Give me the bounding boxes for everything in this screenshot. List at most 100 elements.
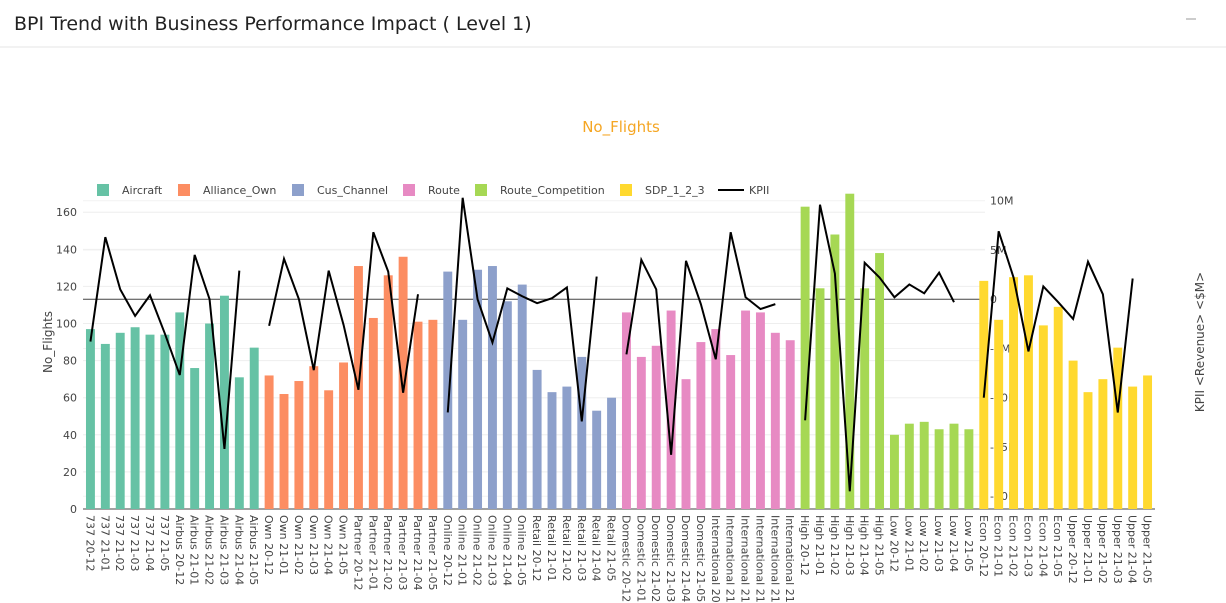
- bar: [800, 206, 810, 510]
- x-tick-label: International 20: [709, 515, 722, 603]
- bar: [696, 342, 706, 509]
- bar: [145, 334, 155, 509]
- x-tick-label: High 21-02: [828, 515, 841, 576]
- x-tick-label: High 20-12: [798, 515, 811, 576]
- x-tick-label: High 21-01: [813, 515, 826, 576]
- x-tick-label: Econ 21-02: [1007, 515, 1020, 577]
- bar: [845, 193, 855, 509]
- x-tick-label: Retail 21-02: [560, 515, 573, 582]
- x-tick-label: Partner 21-05: [426, 515, 439, 590]
- bar: [666, 310, 676, 509]
- chart-title: No_Flights: [582, 118, 660, 137]
- legend-swatch: [97, 184, 109, 196]
- bar: [785, 340, 795, 509]
- bar: [562, 386, 572, 509]
- bar: [830, 234, 840, 510]
- bar: [1053, 306, 1063, 509]
- x-tick-label: High 21-05: [873, 515, 886, 576]
- x-tick-label: International 21: [768, 515, 781, 603]
- bar: [279, 394, 289, 509]
- x-tick-label: International 21: [739, 515, 752, 603]
- bar: [1083, 392, 1093, 509]
- bar: [398, 256, 408, 509]
- x-tick-label: Retail 21-05: [605, 515, 618, 582]
- bar: [205, 323, 215, 509]
- bar: [621, 312, 631, 509]
- x-tick-label: Upper 21-04: [1126, 515, 1139, 584]
- x-tick-label: Domestic 21-02: [649, 515, 662, 602]
- legend-label: Alliance_Own: [203, 184, 276, 197]
- x-tick-label: Upper 21-02: [1096, 515, 1109, 584]
- bar: [964, 429, 974, 509]
- bar: [1098, 379, 1108, 509]
- x-tick-label: International 21: [783, 515, 796, 603]
- y-tick-label: 140: [56, 243, 77, 256]
- bar: [934, 429, 944, 509]
- x-tick-label: Low 20-12: [887, 515, 900, 572]
- x-tick-label: Upper 21-01: [1081, 515, 1094, 584]
- legend-swatch: [178, 184, 190, 196]
- bar: [383, 275, 393, 509]
- x-tick-label: Econ 20-12: [977, 515, 990, 577]
- legend-label: Cus_Channel: [317, 184, 388, 197]
- y-tick-label: 160: [56, 206, 77, 219]
- bar: [919, 421, 929, 509]
- legend-label: Route: [428, 184, 460, 197]
- x-tick-label: Domestic 21-04: [679, 515, 692, 602]
- bar: [889, 434, 899, 509]
- x-tick-label: Partner 21-02: [381, 515, 394, 590]
- x-tick-label: Econ 21-01: [992, 515, 1005, 577]
- bar: [681, 379, 691, 509]
- x-tick-label: Econ 21-03: [1021, 515, 1034, 577]
- x-tick-label: Domestic 20-12: [619, 515, 632, 602]
- bar: [592, 410, 602, 509]
- x-tick-label: Econ 21-04: [1036, 515, 1049, 577]
- x-tick-label: 737 21-02: [113, 515, 126, 571]
- bar: [458, 319, 468, 509]
- x-tick-label: Airbus 21-02: [203, 515, 216, 585]
- x-tick-label: Domestic 21-05: [694, 515, 707, 602]
- bar: [160, 334, 170, 509]
- legend-swatch: [292, 184, 304, 196]
- bar: [994, 319, 1004, 509]
- y2-tick-label: 10M: [990, 195, 1014, 208]
- bar: [190, 368, 200, 509]
- x-tick-label: Partner 21-04: [411, 515, 424, 590]
- bar: [428, 319, 438, 509]
- bar: [502, 301, 512, 509]
- x-tick-label: Own 21-01: [277, 515, 290, 575]
- x-tick-label: Airbus 20-12: [173, 515, 186, 585]
- bar: [249, 347, 259, 509]
- x-tick-label: Retail 21-01: [545, 515, 558, 582]
- x-tick-label: Online 21-03: [485, 515, 498, 586]
- bar: [1023, 275, 1033, 509]
- bar: [517, 284, 527, 509]
- x-tick-label: International 21: [753, 515, 766, 603]
- y-tick-label: 100: [56, 318, 77, 331]
- y-tick-label: 0: [70, 503, 77, 516]
- bar: [815, 288, 825, 509]
- bar: [741, 310, 751, 509]
- x-tick-label: 737 21-05: [158, 515, 171, 571]
- bar: [755, 312, 765, 509]
- bar: [949, 423, 959, 509]
- x-tick-label: Airbus 21-05: [247, 515, 260, 585]
- x-tick-label: Airbus 21-01: [188, 515, 201, 585]
- bar: [85, 329, 95, 509]
- x-tick-label: Domestic 21-03: [664, 515, 677, 602]
- x-tick-label: Partner 21-01: [366, 515, 379, 590]
- bar: [711, 329, 721, 509]
- y-tick-label: 40: [63, 429, 77, 442]
- x-tick-label: Own 21-03: [307, 515, 320, 575]
- x-tick-label: Upper 21-03: [1111, 515, 1124, 584]
- y2-tick-label: 5M: [990, 244, 1007, 257]
- x-tick-label: Own 21-02: [292, 515, 305, 575]
- bar: [443, 271, 453, 509]
- legend-label: SDP_1_2_3: [645, 184, 705, 197]
- x-tick-label: 737 21-01: [98, 515, 111, 571]
- bar: [577, 356, 587, 509]
- bar: [339, 362, 349, 509]
- bar: [904, 423, 914, 509]
- kpii-line: [89, 197, 1134, 492]
